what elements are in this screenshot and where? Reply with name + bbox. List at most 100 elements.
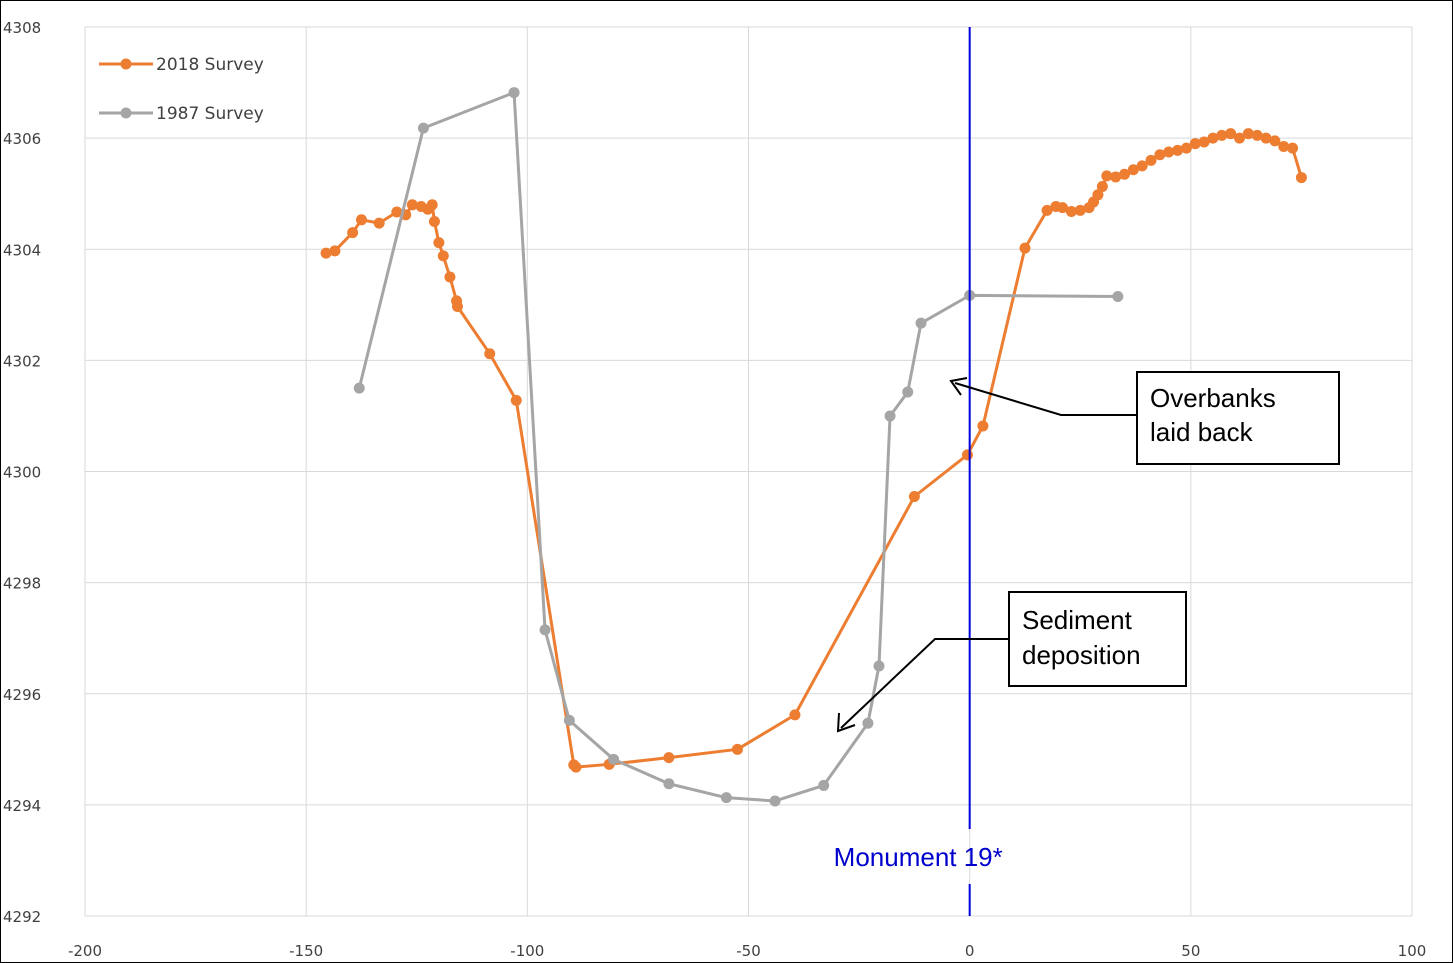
x-tick-label: -50 (736, 942, 761, 960)
series (320, 87, 1307, 807)
legend-label: 2018 Survey (156, 55, 264, 75)
data-point (1041, 204, 1053, 216)
data-point (1065, 205, 1077, 217)
annotations: Monument 19* Overbanks laid back Sediment de… (834, 27, 1340, 916)
data-point (1198, 136, 1210, 148)
data-point (608, 753, 620, 765)
data-point (908, 491, 920, 503)
data-point (417, 122, 429, 134)
x-tick-label: -100 (510, 942, 544, 960)
overbanks-arrowhead (949, 377, 968, 396)
sediment-label: Sediment (1022, 605, 1133, 635)
data-point (1189, 138, 1201, 150)
data-point (1295, 172, 1307, 184)
data-point (1019, 242, 1031, 254)
legend-marker (120, 58, 132, 70)
data-point (1260, 132, 1272, 144)
data-point (329, 245, 341, 257)
data-point (789, 709, 801, 721)
data-point (1287, 142, 1299, 154)
data-point (1278, 140, 1290, 152)
data-point (451, 300, 463, 312)
data-point (961, 449, 973, 461)
data-point (1251, 129, 1263, 141)
x-tick-label: -200 (68, 942, 102, 960)
data-point (508, 87, 520, 99)
x-tick-label: 50 (1181, 942, 1200, 960)
data-point (406, 199, 418, 211)
data-point (1207, 132, 1219, 144)
data-point (663, 778, 675, 790)
data-point (818, 779, 830, 791)
data-point (720, 792, 732, 804)
data-point (510, 394, 522, 406)
x-tick-label: 100 (1398, 942, 1427, 960)
y-tick-label: 4300 (3, 464, 41, 482)
data-point (862, 717, 874, 729)
monument-label: Monument 19* (834, 842, 1003, 872)
data-point (428, 215, 440, 227)
y-tick-label: 4306 (3, 130, 41, 148)
overbanks-label: laid back (1150, 417, 1254, 447)
data-point (902, 386, 914, 398)
data-point (1092, 189, 1104, 201)
data-point (915, 317, 927, 329)
gridlines (85, 26, 1413, 916)
legend-label: 1987 Survey (156, 104, 264, 124)
data-point (1163, 146, 1175, 158)
data-point (539, 624, 551, 636)
overbanks-label: Overbanks (1150, 383, 1276, 413)
data-point (433, 237, 445, 249)
data-point (731, 743, 743, 755)
data-point (1101, 170, 1113, 182)
axes: -200 -150 -100 -50 0 50 100 4292 4294 4296 4298 430… (3, 19, 1426, 960)
data-point (391, 206, 403, 218)
data-point (1112, 290, 1124, 302)
data-point (1225, 128, 1237, 140)
data-point (373, 217, 385, 229)
data-point (769, 795, 781, 807)
data-point (484, 348, 496, 360)
legend-marker (120, 107, 132, 119)
data-point (1110, 171, 1122, 183)
data-point (570, 761, 582, 773)
y-tick-label: 4294 (3, 797, 41, 815)
sediment-label: deposition (1022, 640, 1141, 670)
data-point (1269, 135, 1281, 147)
y-tick-label: 4302 (3, 352, 41, 370)
data-point (1127, 164, 1139, 176)
data-point (1172, 144, 1184, 156)
x-tick-label: -150 (289, 942, 323, 960)
y-tick-label: 4308 (3, 19, 41, 37)
data-point (1154, 149, 1166, 161)
data-point (320, 247, 332, 259)
sediment-arrowhead (836, 712, 856, 733)
data-point (563, 714, 575, 726)
data-point (1180, 142, 1192, 154)
data-point (1216, 129, 1228, 141)
sediment-box (1008, 591, 1187, 687)
series-line-1987 (357, 91, 1118, 803)
data-point (1136, 160, 1148, 172)
data-point (884, 410, 896, 422)
x-tick-label: 0 (965, 942, 975, 960)
y-tick-label: 4292 (3, 908, 41, 926)
data-point (1145, 154, 1157, 166)
data-point (1118, 168, 1130, 180)
data-point (437, 250, 449, 262)
y-tick-label: 4298 (3, 575, 41, 593)
data-point (444, 271, 456, 283)
data-point (1242, 128, 1254, 140)
data-point (1074, 204, 1086, 216)
data-point (355, 214, 367, 226)
y-tick-label: 4296 (3, 686, 41, 704)
data-point (426, 199, 438, 211)
data-point (663, 752, 675, 764)
data-point (1057, 202, 1069, 214)
data-point (977, 420, 989, 432)
data-point (353, 382, 365, 394)
y-tick-label: 4304 (3, 241, 41, 259)
overbanks-arrow (954, 382, 1137, 416)
